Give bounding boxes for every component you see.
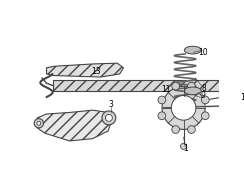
Circle shape [37,121,41,125]
Text: 11: 11 [161,85,171,94]
Circle shape [181,143,187,149]
Text: 9: 9 [200,91,205,100]
Circle shape [202,112,209,120]
Circle shape [34,119,43,128]
Text: 3: 3 [108,100,113,109]
Circle shape [102,111,116,125]
Circle shape [162,86,205,129]
Ellipse shape [184,46,201,54]
Circle shape [171,96,196,120]
Circle shape [202,96,209,104]
Text: 8: 8 [202,84,207,93]
Polygon shape [37,110,112,141]
Circle shape [172,82,180,90]
Text: 12: 12 [240,93,244,102]
Ellipse shape [184,87,201,95]
Circle shape [172,126,180,133]
Text: 1: 1 [183,144,187,153]
Circle shape [158,96,166,104]
Circle shape [105,114,112,121]
Circle shape [188,82,195,90]
Text: 10: 10 [198,48,208,57]
Circle shape [188,126,195,133]
Circle shape [158,112,166,120]
Polygon shape [47,63,123,77]
Text: 13: 13 [91,67,101,76]
Polygon shape [53,80,244,91]
